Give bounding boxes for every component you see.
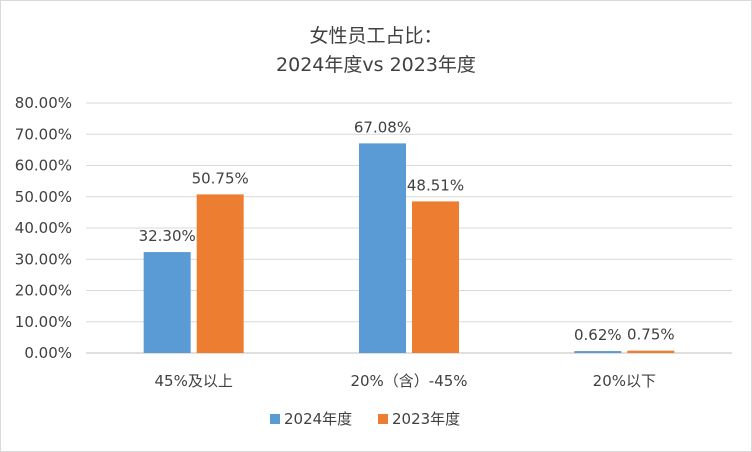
category-label: 45%及以上 bbox=[154, 372, 232, 390]
data-label: 0.75% bbox=[627, 326, 675, 344]
y-tick-label: 50.00% bbox=[15, 188, 72, 206]
bar bbox=[143, 252, 191, 353]
legend: 2024年度 2023年度 bbox=[270, 410, 460, 428]
bar bbox=[574, 351, 622, 353]
y-tick-label: 30.00% bbox=[15, 250, 72, 268]
chart-title-line2: 2024年度vs 2023年度 bbox=[276, 54, 476, 76]
bar bbox=[627, 350, 675, 353]
bar bbox=[359, 143, 406, 353]
gridlines bbox=[86, 102, 732, 354]
data-label: 0.62% bbox=[574, 326, 622, 344]
y-tick-label: 70.00% bbox=[15, 125, 72, 143]
data-label: 48.51% bbox=[407, 176, 464, 194]
legend-label: 2023年度 bbox=[392, 410, 460, 428]
data-labels: 32.30% 50.75% 67.08% 48.51% 0.62% 0.75% bbox=[139, 118, 675, 344]
bars bbox=[143, 143, 675, 353]
category-label: 20%（含）-45% bbox=[350, 372, 467, 390]
legend-swatch bbox=[270, 414, 280, 424]
y-tick-label: 0.00% bbox=[24, 344, 72, 362]
y-tick-label: 10.00% bbox=[15, 313, 72, 331]
data-label: 32.30% bbox=[139, 227, 196, 245]
legend-label: 2024年度 bbox=[284, 410, 352, 428]
x-axis-categories: 45%及以上 20%（含）-45% 20%以下 bbox=[154, 372, 656, 390]
y-tick-label: 20.00% bbox=[15, 282, 72, 300]
data-label: 50.75% bbox=[192, 169, 249, 187]
bar bbox=[412, 201, 459, 353]
y-axis-ticks: 0.00% 10.00% 20.00% 30.00% 40.00% 50.00% 60.00… bbox=[15, 94, 72, 362]
data-label: 67.08% bbox=[354, 118, 411, 136]
legend-swatch bbox=[378, 414, 388, 424]
category-label: 20%以下 bbox=[593, 372, 656, 390]
chart-title-line1: 女性员工占比： bbox=[309, 25, 442, 47]
y-tick-label: 40.00% bbox=[15, 219, 72, 237]
bar bbox=[196, 194, 244, 353]
y-tick-label: 80.00% bbox=[15, 94, 72, 112]
y-tick-label: 60.00% bbox=[15, 157, 72, 175]
